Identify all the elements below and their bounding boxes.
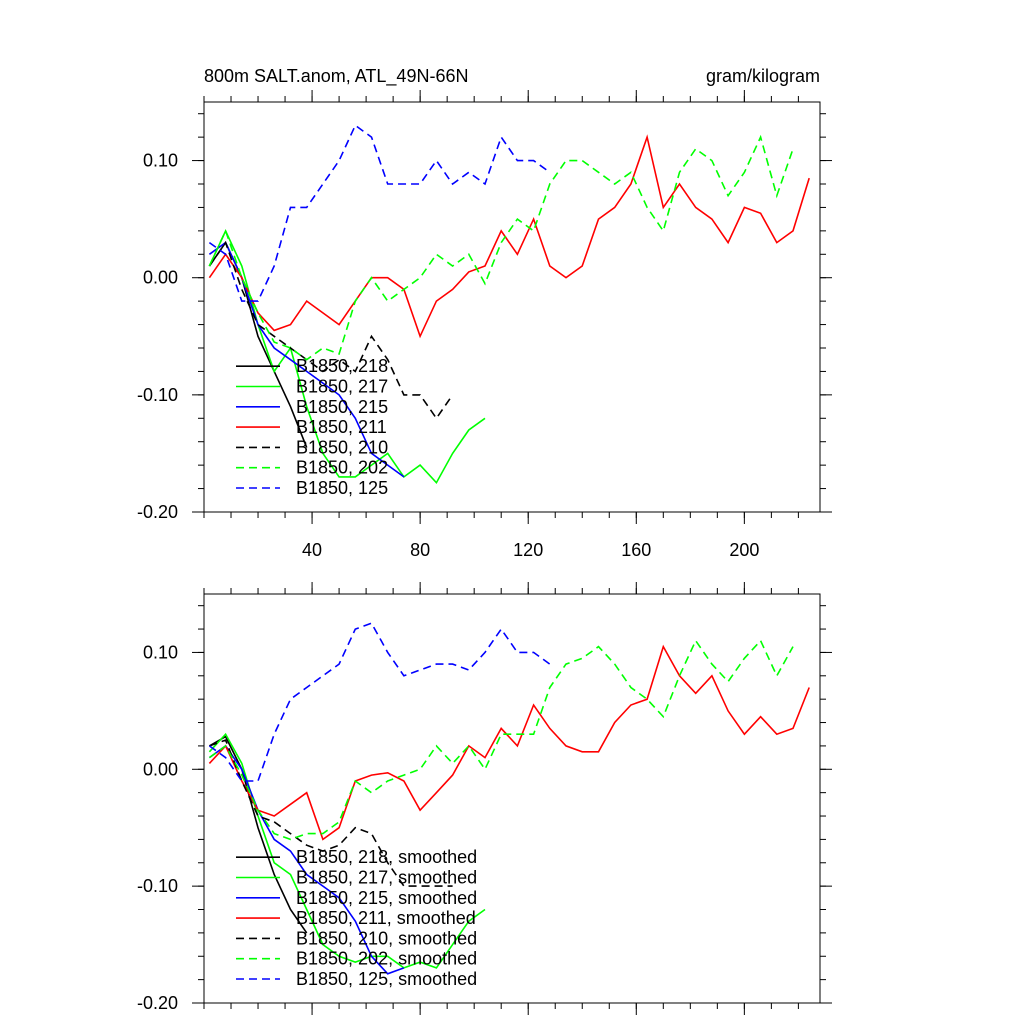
y-tick-label: -0.20 [137, 502, 178, 522]
y-tick-label: -0.10 [137, 385, 178, 405]
legend-label: B1850, 202 [296, 458, 388, 478]
x-tick-label: 200 [729, 540, 759, 560]
legend-label: B1850, 202, smoothed [296, 949, 477, 969]
legend-label: B1850, 218 [296, 356, 388, 376]
y-tick-label: 0.00 [143, 759, 178, 779]
plot-frame [203, 593, 821, 1004]
series-line [208, 134, 794, 361]
y-tick-label: -0.10 [137, 876, 178, 896]
series-line [208, 622, 551, 782]
y-tick-label: -0.20 [137, 993, 178, 1013]
x-tick-label: 40 [302, 540, 322, 560]
series-line [209, 739, 453, 887]
y-tick-label: 0.00 [143, 268, 178, 288]
x-tick-label: 80 [410, 540, 430, 560]
legend-label: B1850, 215, smoothed [296, 888, 477, 908]
legend-label: B1850, 211 [296, 417, 387, 437]
x-tick-label: 160 [621, 540, 651, 560]
legend-label: B1850, 125 [296, 478, 388, 498]
series-line [209, 735, 308, 934]
series-line [208, 732, 486, 969]
plot-frame [203, 101, 821, 513]
series-line [208, 134, 810, 339]
legend-label: B1850, 211, smoothed [296, 908, 476, 928]
units-label: gram/kilogram [706, 66, 820, 86]
chart-title: 800m SALT.anom, ATL_49N-66N [204, 66, 468, 87]
legend-label: B1850, 210, smoothed [296, 928, 477, 948]
series-line [208, 744, 405, 975]
y-tick-label: 0.10 [143, 151, 178, 171]
legend-label: B1850, 217 [296, 377, 388, 397]
legend-label: B1850, 125, smoothed [296, 969, 477, 989]
series-line [208, 124, 551, 302]
legend-label: B1850, 210 [296, 437, 388, 457]
legend-label: B1850, 217, smoothed [296, 868, 477, 888]
series-line [208, 644, 810, 841]
series-line [208, 240, 454, 420]
x-tick-label: 120 [513, 540, 543, 560]
legend-label: B1850, 215 [296, 397, 388, 417]
y-tick-label: 0.10 [143, 642, 178, 662]
legend-label: B1850, 218, smoothed [296, 847, 477, 867]
